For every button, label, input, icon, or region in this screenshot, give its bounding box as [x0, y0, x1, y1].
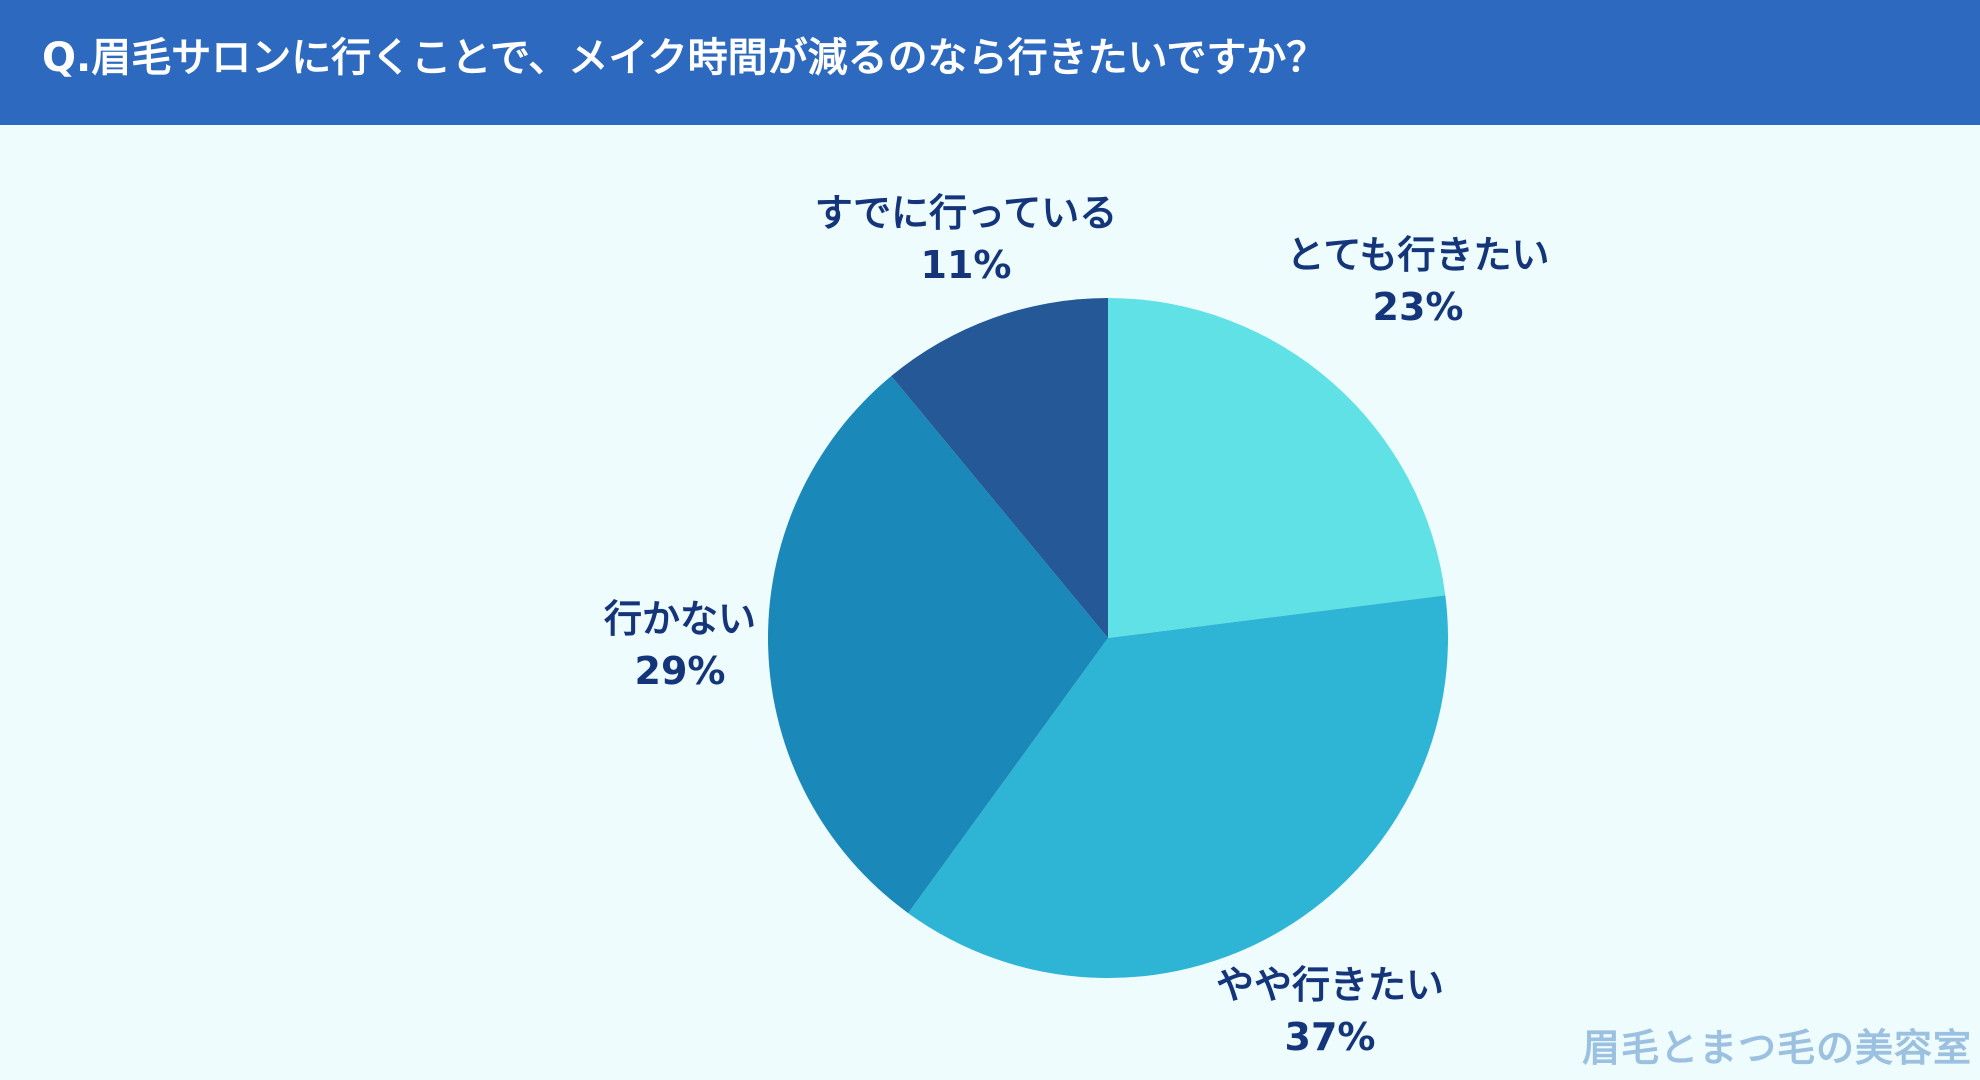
slice-value-label: 29% [635, 649, 726, 693]
slice-value-label: 11% [921, 243, 1012, 287]
slice-value-label: 23% [1373, 285, 1464, 329]
header-bar: Q.眉毛サロンに行くことで、メイク時間が減るのなら行きたいですか？ [0, 0, 1980, 125]
pie-slice-3 [768, 376, 1108, 914]
question-title: Q.眉毛サロンに行くことで、メイク時間が減るのなら行きたいですか？ [42, 35, 1327, 81]
slice-category-label: やや行きたい [1216, 963, 1444, 1007]
slice-category-label: すでに行っている [815, 191, 1117, 235]
slice-category-label: とても行きたい [1287, 233, 1550, 277]
pie-slice-4 [891, 298, 1108, 638]
slice-value-label: 37% [1285, 1015, 1376, 1059]
pie-slices [768, 298, 1449, 979]
watermark-logo: 眉毛とまつ毛の美容室 [1581, 1026, 1972, 1070]
slice-category-label: 行かない [604, 597, 756, 641]
pie-slice-2 [908, 595, 1449, 979]
pie-slice-1 [1108, 298, 1446, 638]
pie-labels: とても行きたい 23% やや行きたい 37% 行かない 29% すでに行っている 11% [604, 191, 1549, 1059]
